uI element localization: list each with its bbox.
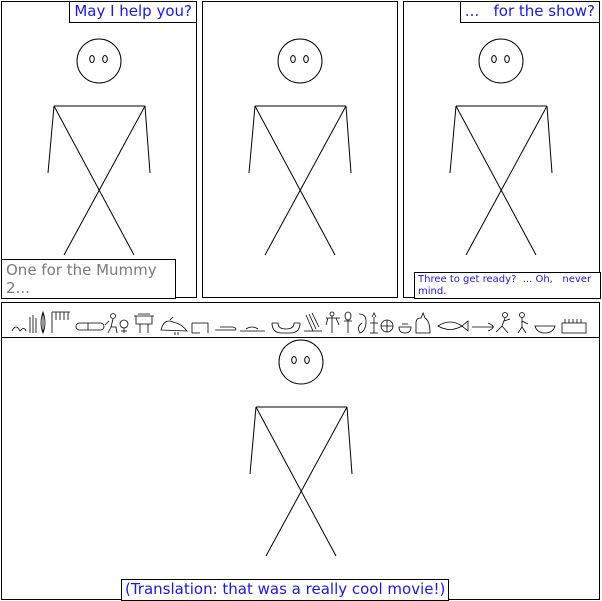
stick-figure — [449, 38, 553, 256]
comic-panel-4: (Translation: that was a really cool mov… — [1, 337, 600, 601]
stick-figure — [47, 38, 151, 256]
comic-panel-3: ... for the show? Three to get ready? ..… — [403, 1, 601, 299]
subtitle-text: (Translation: that was a really cool mov… — [125, 580, 446, 598]
narration-box: One for the Mummy 2... — [1, 259, 176, 299]
hieroglyph-strip — [1, 302, 600, 338]
narration-box: Three to get ready? ... Oh, never mind. — [414, 272, 601, 299]
speech-text: May I help you? — [74, 2, 192, 20]
narration-text: One for the Mummy 2... — [6, 261, 157, 297]
translation-subtitle: (Translation: that was a really cool mov… — [121, 579, 450, 601]
stick-figure — [249, 339, 353, 557]
speech-box-may-i-help: May I help you? — [69, 1, 197, 23]
speech-box-for-the-show: ... for the show? — [459, 1, 600, 23]
comic-panel-2 — [202, 1, 398, 298]
comic-panel-1: May I help you? One for the Mummy 2... — [1, 1, 197, 299]
speech-text: ... for the show? — [464, 2, 595, 20]
stick-figure — [248, 38, 352, 256]
narration-text: Three to get ready? ... Oh, never mind. — [418, 274, 595, 297]
egyptian-hieroglyphs-icon — [11, 310, 587, 335]
